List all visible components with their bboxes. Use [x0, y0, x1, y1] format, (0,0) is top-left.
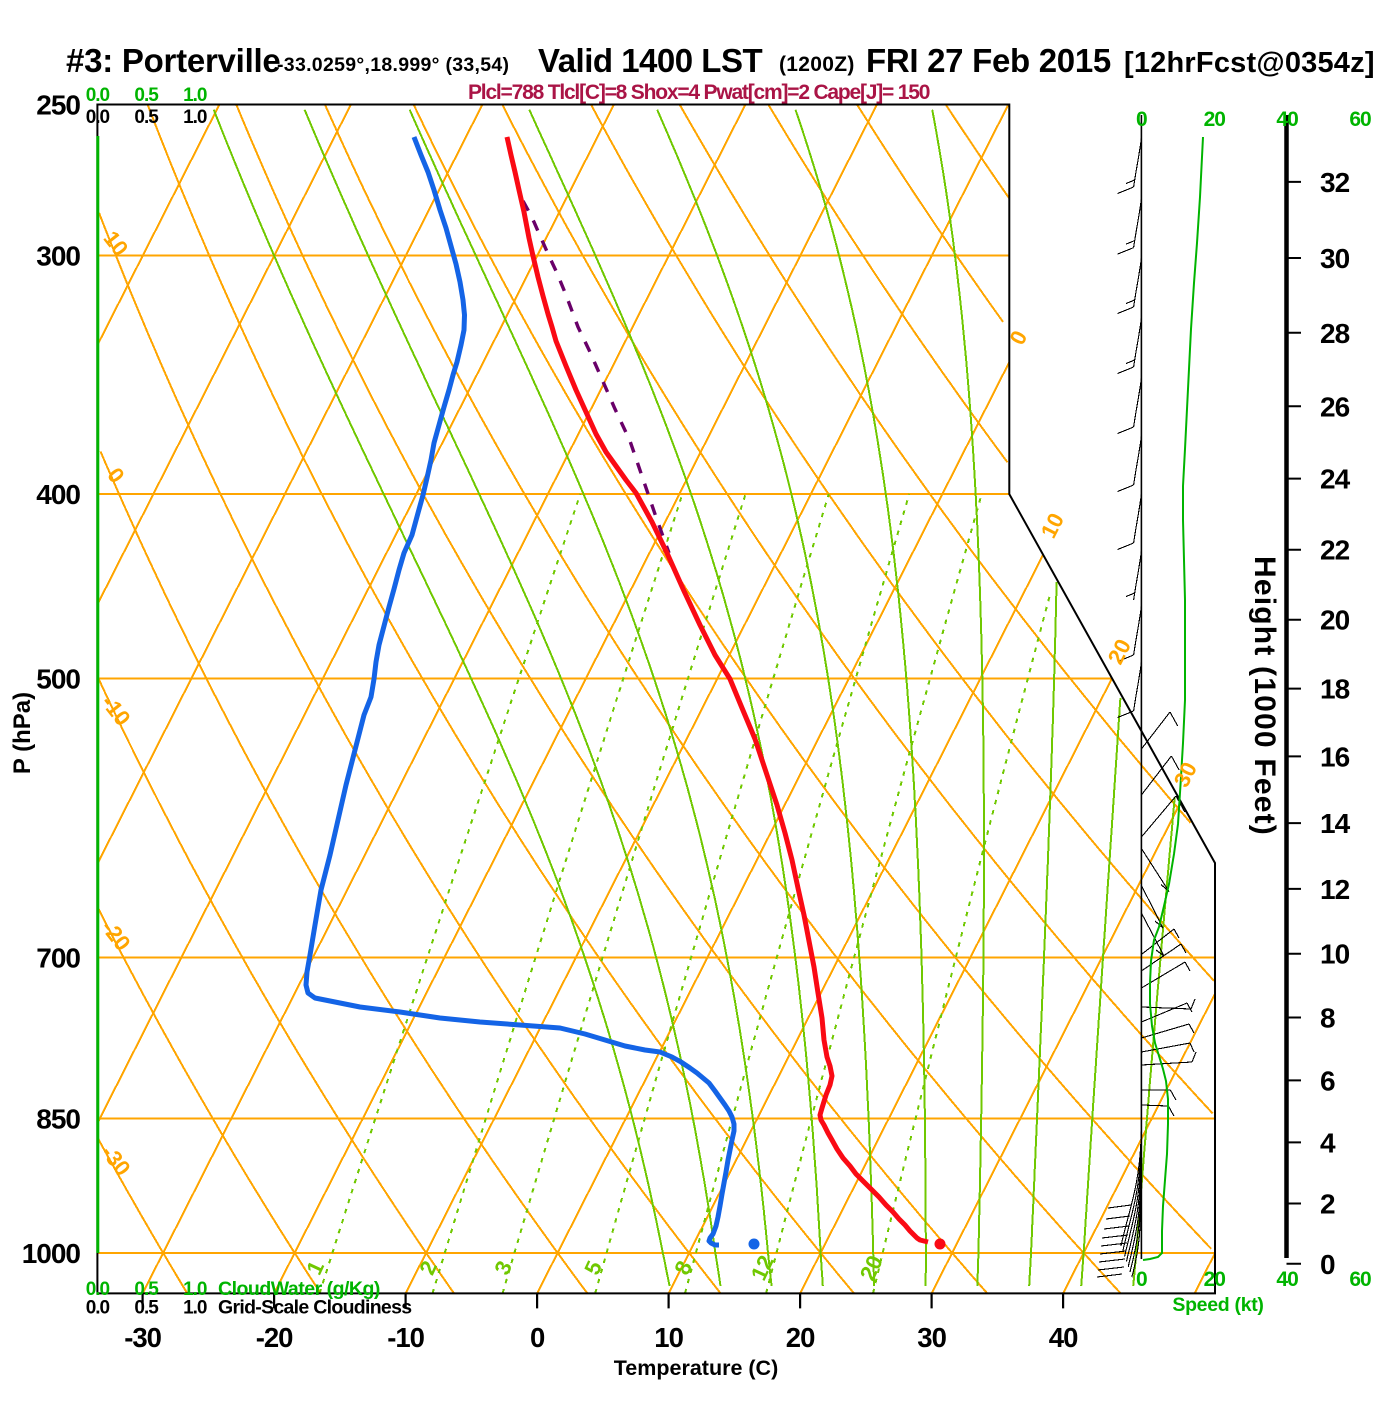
svg-text:2: 2: [1320, 1189, 1335, 1220]
svg-text:0.0: 0.0: [86, 1279, 110, 1300]
svg-text:400: 400: [36, 479, 80, 510]
svg-text:40: 40: [1276, 1268, 1298, 1291]
svg-text:Height (1000 Feet): Height (1000 Feet): [1248, 556, 1281, 836]
svg-text:20: 20: [1204, 1268, 1226, 1291]
svg-text:10: 10: [654, 1322, 683, 1353]
svg-text:CloudWater (g/Kg): CloudWater (g/Kg): [218, 1278, 380, 1300]
svg-text:60: 60: [1349, 1268, 1371, 1291]
svg-text:20: 20: [1204, 108, 1226, 131]
svg-text:18: 18: [1320, 674, 1350, 705]
svg-text:700: 700: [36, 942, 80, 973]
svg-text:0.5: 0.5: [134, 1279, 159, 1300]
svg-text:26: 26: [1320, 391, 1350, 422]
svg-text:14: 14: [1320, 808, 1351, 839]
svg-text:Speed (kt): Speed (kt): [1172, 1294, 1263, 1316]
svg-text:0: 0: [1320, 1249, 1335, 1280]
svg-text:250: 250: [36, 90, 80, 121]
svg-text:Grid-Scale Cloudiness: Grid-Scale Cloudiness: [218, 1297, 412, 1319]
svg-text:0: 0: [1136, 108, 1147, 131]
svg-text:30: 30: [917, 1322, 946, 1353]
svg-text:Temperature (C): Temperature (C): [614, 1356, 778, 1380]
svg-text:500: 500: [36, 664, 80, 695]
svg-text:300: 300: [36, 241, 80, 272]
svg-text:6: 6: [1320, 1065, 1335, 1096]
svg-text:20: 20: [786, 1322, 815, 1353]
svg-text:-10: -10: [387, 1322, 424, 1353]
svg-text:40: 40: [1276, 108, 1298, 131]
svg-text:P (hPa): P (hPa): [9, 692, 36, 774]
svg-text:30: 30: [1320, 243, 1350, 274]
svg-text:0.5: 0.5: [134, 85, 159, 106]
svg-text:24: 24: [1320, 464, 1351, 495]
svg-text:8: 8: [1320, 1002, 1335, 1033]
svg-text:0.5: 0.5: [134, 1298, 159, 1319]
svg-text:60: 60: [1349, 108, 1371, 131]
svg-text:1.0: 1.0: [183, 107, 207, 128]
svg-text:10: 10: [1320, 939, 1350, 970]
svg-text:1.0: 1.0: [183, 1279, 207, 1300]
svg-text:0.0: 0.0: [86, 1298, 110, 1319]
svg-text:40: 40: [1049, 1322, 1078, 1353]
svg-text:22: 22: [1320, 535, 1350, 566]
svg-text:4: 4: [1320, 1127, 1336, 1158]
svg-text:[12hrFcst@0354z]: [12hrFcst@0354z]: [1124, 47, 1375, 79]
svg-text:20: 20: [1320, 605, 1350, 636]
svg-text:#3: Porterville: #3: Porterville: [66, 42, 281, 79]
svg-text:1.0: 1.0: [183, 85, 207, 106]
svg-text:32: 32: [1320, 167, 1350, 198]
svg-text:-30: -30: [124, 1322, 161, 1353]
svg-text:1.0: 1.0: [183, 1298, 207, 1319]
svg-text:-20: -20: [256, 1322, 293, 1353]
svg-text:Valid 1400 LST: Valid 1400 LST: [538, 42, 762, 79]
svg-text:0: 0: [530, 1322, 545, 1353]
svg-text:1000: 1000: [22, 1238, 81, 1269]
svg-text:FRI 27 Feb 2015: FRI 27 Feb 2015: [866, 42, 1111, 79]
svg-text:16: 16: [1320, 741, 1350, 772]
svg-text:Plcl=788 Tlcl[C]=8 Shox=4 Pwat: Plcl=788 Tlcl[C]=8 Shox=4 Pwat[cm]=2 Cap…: [468, 81, 930, 104]
svg-text:(1200Z): (1200Z): [779, 53, 855, 76]
svg-text:0.0: 0.0: [86, 85, 110, 106]
svg-text:0: 0: [1136, 1268, 1147, 1291]
svg-text:0.5: 0.5: [134, 107, 159, 128]
svg-text:850: 850: [36, 1103, 80, 1134]
svg-text:-33.0259°,18.999° (33,54): -33.0259°,18.999° (33,54): [277, 54, 509, 76]
svg-text:28: 28: [1320, 318, 1350, 349]
svg-text:0.0: 0.0: [86, 107, 110, 128]
svg-text:12: 12: [1320, 874, 1350, 905]
